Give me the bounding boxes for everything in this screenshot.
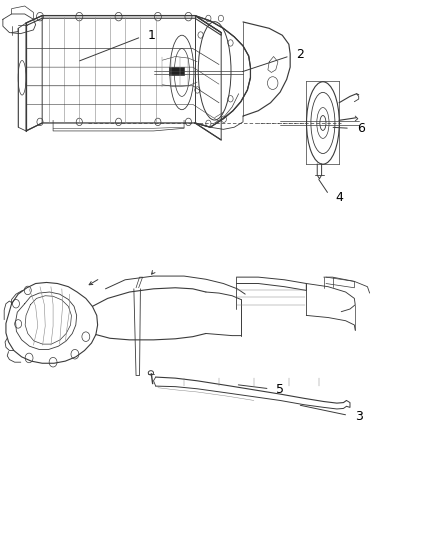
Polygon shape [169,67,184,75]
Text: 6: 6 [357,122,365,135]
Text: 1: 1 [148,29,155,42]
Text: 2: 2 [296,49,304,61]
Text: 4: 4 [335,191,343,204]
Text: 3: 3 [355,410,363,423]
Text: 5: 5 [276,383,284,397]
